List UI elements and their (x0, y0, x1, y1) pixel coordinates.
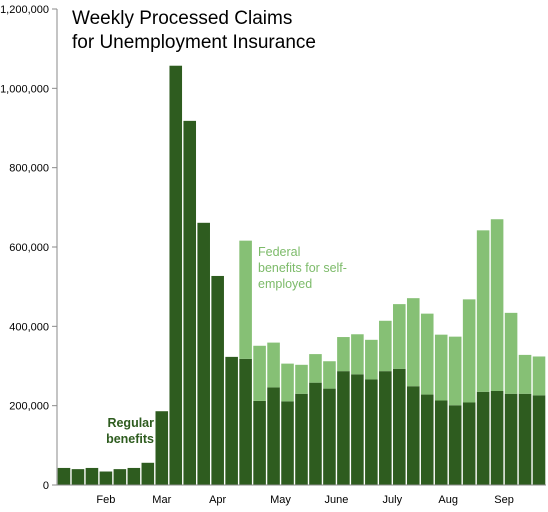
bar-regular (337, 371, 350, 485)
bar-federal (532, 356, 546, 396)
bar-federal (239, 240, 252, 359)
bar-regular (504, 393, 518, 485)
bar-federal (379, 320, 392, 372)
bar-federal (281, 363, 294, 402)
annotation-regular-line-1: Regular (107, 416, 154, 430)
bar-regular (197, 222, 210, 485)
y-tick-label: 800,000 (9, 163, 49, 175)
bar-regular (183, 120, 197, 486)
bar-regular (141, 462, 155, 485)
annotation-federal-line-3: employed (258, 277, 313, 291)
annotation-regular-line-2: benefits (106, 432, 154, 446)
bar-regular (406, 386, 420, 485)
y-tick-label: 1,200,000 (0, 4, 49, 16)
annotation-federal-line-2: benefits for self- (258, 261, 347, 275)
y-axis-labels: 0 200,000 400,000 600,000 800,000 1,000,000 1,… (0, 4, 49, 492)
y-tick-label: 0 (43, 480, 49, 492)
y-tick-label: 200,000 (9, 401, 49, 413)
bar-regular (434, 400, 448, 485)
bar-regular (127, 467, 141, 485)
bar-federal (476, 230, 490, 392)
bar-federal (406, 298, 420, 387)
x-tick-label: Mar (152, 494, 171, 506)
bar-regular (309, 382, 322, 485)
bar-regular (57, 467, 71, 485)
axes (52, 8, 546, 486)
chart-title-line-2: for Unemployment Insurance (72, 32, 316, 53)
x-tick-label: Sep (494, 494, 514, 506)
bar-federal (448, 336, 462, 406)
bar-regular (295, 393, 308, 485)
bar-federal (309, 354, 322, 383)
y-tick-label: 400,000 (9, 321, 49, 333)
bar-regular (393, 368, 406, 485)
bar-federal (393, 304, 406, 369)
annotation-federal-benefits: Federal benefits for self- employed (258, 244, 347, 292)
x-tick-label: June (324, 494, 348, 506)
bar-regular (532, 395, 546, 485)
bar-federal (518, 354, 532, 394)
bar-regular (267, 387, 280, 485)
x-tick-label: Feb (96, 494, 115, 506)
x-tick-label: Apr (209, 494, 226, 506)
bar-federal (365, 339, 378, 380)
bar-federal (295, 364, 308, 394)
bar-regular (85, 467, 99, 485)
bar-federal (253, 345, 266, 401)
bar-regular (71, 469, 85, 485)
bar-federal (337, 337, 350, 372)
y-tick-label: 1,000,000 (0, 83, 49, 95)
bar-regular (239, 358, 252, 485)
x-tick-label: May (270, 494, 291, 506)
annotation-regular-benefits: Regular benefits (106, 415, 154, 447)
bar-federal (351, 334, 364, 375)
x-tick-label: Aug (438, 494, 458, 506)
bar-regular (448, 405, 462, 485)
bar-regular (253, 400, 266, 485)
bar-federal (504, 312, 518, 394)
bar-federal (462, 299, 476, 403)
bar-regular (99, 471, 113, 485)
bar-regular (420, 394, 434, 485)
bar-regular (490, 390, 504, 485)
bar-regular (225, 356, 238, 485)
bar-regular (518, 393, 532, 485)
bar-federal (434, 334, 448, 401)
bar-regular (169, 65, 183, 486)
bar-regular (281, 401, 294, 485)
chart-title-line-1: Weekly Processed Claims (72, 8, 293, 29)
y-tick-label: 600,000 (9, 242, 49, 254)
bar-federal (490, 219, 504, 391)
x-tick-label: July (383, 494, 403, 506)
bar-regular (476, 391, 490, 485)
bar-federal (323, 361, 336, 389)
bar-regular (379, 371, 392, 485)
bar-regular (323, 388, 336, 485)
bar-federal (267, 342, 280, 388)
bars (57, 65, 546, 486)
x-axis-labels: Feb Mar Apr May June July Aug Sep (96, 494, 513, 506)
bar-regular (351, 374, 364, 485)
bar-regular (365, 379, 378, 485)
bar-regular (211, 275, 224, 485)
bar-federal (420, 313, 434, 395)
bar-regular (462, 402, 476, 485)
bar-regular (155, 411, 169, 485)
annotation-federal-line-1: Federal (258, 245, 301, 259)
bar-regular (113, 469, 127, 485)
